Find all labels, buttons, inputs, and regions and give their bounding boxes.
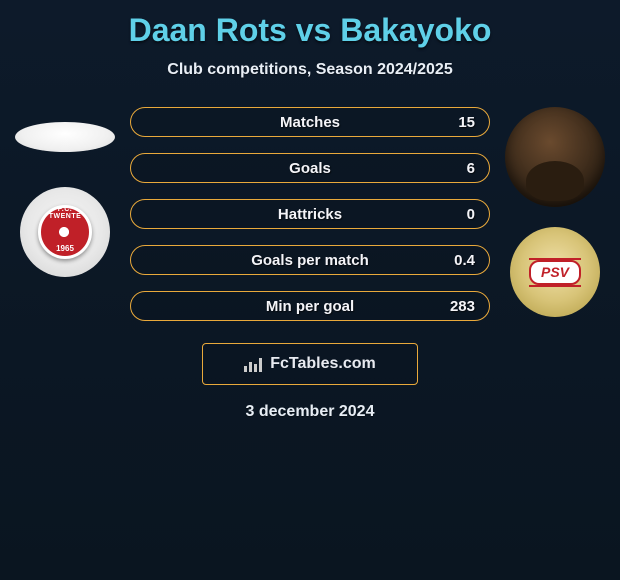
vs-text: vs xyxy=(296,12,332,48)
stat-row-mpg: Min per goal 283 xyxy=(130,291,490,321)
stat-row-goals: Goals 6 xyxy=(130,153,490,183)
site-name: FcTables.com xyxy=(270,355,376,373)
player1-avatar xyxy=(15,122,115,152)
stat-right-value: 283 xyxy=(450,298,475,315)
stat-right-value: 0.4 xyxy=(454,252,475,269)
stat-row-hattricks: Hattricks 0 xyxy=(130,199,490,229)
main-row: F.C. TWENTE 1965 Matches 15 Goals 6 Hatt… xyxy=(10,107,610,321)
twente-badge: F.C. TWENTE 1965 xyxy=(38,205,92,259)
stat-row-matches: Matches 15 xyxy=(130,107,490,137)
stats-column: Matches 15 Goals 6 Hattricks 0 Goals per… xyxy=(130,107,490,321)
player2-name: Bakayoko xyxy=(340,12,491,48)
player2-avatar-slot xyxy=(505,107,605,207)
stat-right-value: 0 xyxy=(467,206,475,223)
stat-right-value: 6 xyxy=(467,160,475,177)
stat-label: Hattricks xyxy=(278,206,342,223)
page-title: Daan Rots vs Bakayoko xyxy=(10,12,610,49)
stat-right-value: 15 xyxy=(458,114,475,131)
stat-label: Matches xyxy=(280,114,340,131)
stat-label: Goals per match xyxy=(251,252,369,269)
psv-badge-text: PSV xyxy=(529,260,581,285)
comparison-card: Daan Rots vs Bakayoko Club competitions,… xyxy=(0,0,620,429)
player2-avatar xyxy=(505,107,605,207)
stat-row-gpm: Goals per match 0.4 xyxy=(130,245,490,275)
footer-date: 3 december 2024 xyxy=(10,403,610,421)
right-column: PSV xyxy=(500,107,610,317)
left-column: F.C. TWENTE 1965 xyxy=(10,107,120,277)
stat-label: Goals xyxy=(289,160,331,177)
player1-name: Daan Rots xyxy=(129,12,287,48)
twente-badge-year: 1965 xyxy=(41,244,89,253)
chart-icon xyxy=(244,356,264,372)
player1-avatar-slot xyxy=(15,107,115,167)
twente-badge-name: F.C. TWENTE xyxy=(41,206,89,220)
player1-club-badge: F.C. TWENTE 1965 xyxy=(20,187,110,277)
subtitle: Club competitions, Season 2024/2025 xyxy=(10,61,610,79)
player2-club-badge: PSV xyxy=(510,227,600,317)
footer-attribution: FcTables.com xyxy=(202,343,418,385)
stat-label: Min per goal xyxy=(266,298,354,315)
